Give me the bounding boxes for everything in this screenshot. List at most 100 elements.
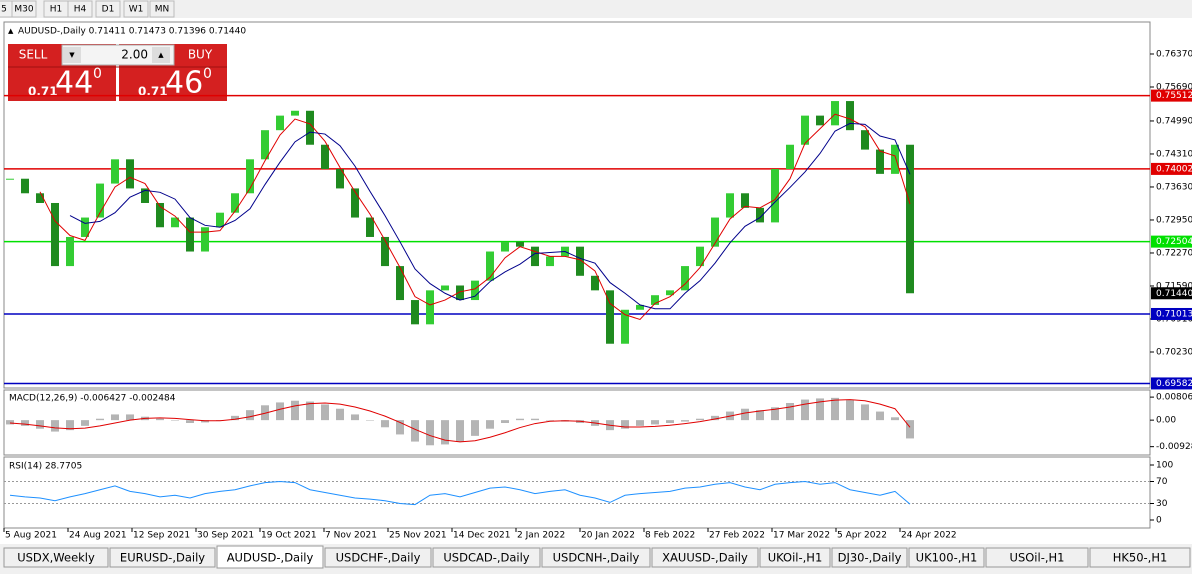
candle bbox=[186, 217, 194, 252]
tab-label[interactable]: AUDUSD-,Daily bbox=[227, 551, 314, 565]
macd-bar bbox=[66, 420, 74, 431]
candle bbox=[801, 115, 809, 145]
level-label: 0.74002 bbox=[1156, 164, 1192, 174]
macd-bar bbox=[501, 420, 509, 423]
y-tick-label: 0.72950 bbox=[1156, 215, 1192, 225]
tab[interactable] bbox=[985, 547, 1089, 568]
tab[interactable] bbox=[908, 547, 985, 568]
candle bbox=[351, 188, 359, 218]
macd-bar bbox=[261, 405, 269, 421]
sell-point: 0 bbox=[93, 66, 102, 82]
macd-bar bbox=[876, 411, 884, 421]
timeframe-label[interactable]: MN bbox=[155, 5, 170, 15]
timeframe-button[interactable] bbox=[149, 0, 175, 18]
timeframe-label[interactable]: H1 bbox=[50, 5, 63, 15]
macd-tick-label: 0.008061 bbox=[1156, 393, 1192, 403]
tab[interactable] bbox=[831, 547, 908, 568]
tab-label[interactable]: USDCNH-,Daily bbox=[553, 551, 640, 565]
candle bbox=[576, 246, 584, 276]
macd-tick-label: 0.00 bbox=[1156, 416, 1176, 426]
level-label-box bbox=[1151, 307, 1192, 320]
y-tick-label: 0.70230 bbox=[1156, 347, 1192, 357]
level-label: 0.69582 bbox=[1156, 379, 1192, 389]
candle bbox=[6, 178, 14, 180]
candle bbox=[441, 285, 449, 291]
macd-bar bbox=[891, 417, 899, 421]
tab-label[interactable]: DJ30-,Daily bbox=[838, 551, 902, 565]
sell-pips: 44 bbox=[55, 66, 93, 101]
sell-button[interactable]: SELL bbox=[19, 48, 48, 62]
candle bbox=[81, 217, 89, 237]
y-tick-label: 0.74310 bbox=[1156, 149, 1192, 159]
candle bbox=[861, 130, 869, 150]
tab[interactable] bbox=[759, 547, 831, 568]
tab-label[interactable]: USOil-,H1 bbox=[1010, 551, 1065, 565]
macd-bar bbox=[321, 404, 329, 421]
tab[interactable] bbox=[541, 547, 651, 568]
tab-label[interactable]: XAUUSD-,Daily bbox=[662, 551, 748, 565]
macd-bar bbox=[156, 418, 164, 421]
macd-bar bbox=[486, 420, 494, 429]
date-label: 5 Apr 2022 bbox=[837, 531, 887, 541]
candle bbox=[651, 295, 659, 305]
macd-bar bbox=[396, 420, 404, 435]
tab[interactable] bbox=[1089, 547, 1191, 568]
timeframe-label[interactable]: M30 bbox=[14, 5, 33, 15]
timeframe-button[interactable] bbox=[123, 0, 149, 18]
candle bbox=[171, 217, 179, 228]
timeframe-label[interactable]: D1 bbox=[102, 5, 115, 15]
lot-up[interactable] bbox=[152, 47, 170, 63]
timeframe-button[interactable] bbox=[11, 0, 37, 18]
tab-label[interactable]: USDCAD-,Daily bbox=[443, 551, 529, 565]
tab-label[interactable]: USDCHF-,Daily bbox=[336, 551, 421, 565]
y-tick-label: 0.73630 bbox=[1156, 182, 1192, 192]
tab[interactable] bbox=[3, 547, 109, 568]
rsi-title: RSI(14) 28.7705 bbox=[9, 462, 82, 472]
buy-big: 0.71 bbox=[138, 85, 168, 99]
macd-bar bbox=[831, 397, 839, 421]
macd-bar bbox=[771, 407, 779, 421]
candle bbox=[546, 256, 554, 267]
date-label: 25 Nov 2021 bbox=[389, 531, 447, 541]
tab-label[interactable]: UK100-,H1 bbox=[916, 551, 978, 565]
timeframe-label[interactable]: 5 bbox=[1, 5, 7, 15]
tab-label[interactable]: USDX,Weekly bbox=[17, 551, 95, 565]
lot-box[interactable] bbox=[61, 44, 175, 66]
candle bbox=[891, 144, 899, 174]
buy-button[interactable]: BUY bbox=[188, 48, 213, 62]
timeframe-button[interactable] bbox=[95, 0, 121, 18]
tab[interactable] bbox=[651, 547, 759, 568]
macd-bar bbox=[81, 420, 89, 426]
candle bbox=[666, 290, 674, 296]
macd-bar bbox=[786, 403, 794, 421]
tab-label[interactable]: HK50-,H1 bbox=[1113, 551, 1168, 565]
macd-bar bbox=[201, 420, 209, 423]
candle bbox=[516, 241, 524, 247]
lot-down[interactable] bbox=[63, 47, 81, 63]
tab[interactable] bbox=[432, 547, 541, 568]
timeframe-label[interactable]: W1 bbox=[129, 5, 144, 15]
macd-bar bbox=[21, 420, 29, 426]
macd-bar bbox=[801, 399, 809, 421]
lot-down-arrow: ▼ bbox=[69, 51, 75, 59]
candle bbox=[756, 207, 764, 223]
candle bbox=[786, 144, 794, 170]
tab[interactable] bbox=[324, 547, 432, 568]
rsi-tick-label: 70 bbox=[1156, 477, 1168, 487]
candle bbox=[621, 309, 629, 344]
tab-label[interactable]: EURUSD-,Daily bbox=[120, 551, 205, 565]
tab[interactable] bbox=[216, 545, 324, 569]
macd-bar bbox=[351, 414, 359, 421]
timeframe-label[interactable]: H4 bbox=[74, 5, 87, 15]
y-tick-label: 0.72270 bbox=[1156, 248, 1192, 258]
tab-label[interactable]: UKOil-,H1 bbox=[768, 551, 823, 565]
candle bbox=[726, 193, 734, 218]
candle bbox=[366, 217, 374, 237]
macd-bar bbox=[111, 414, 119, 421]
tab[interactable] bbox=[109, 547, 216, 568]
macd-bar bbox=[861, 404, 869, 421]
lot-value[interactable]: 2.00 bbox=[121, 48, 148, 62]
timeframe-button[interactable] bbox=[67, 0, 93, 18]
macd-bar bbox=[171, 420, 179, 421]
